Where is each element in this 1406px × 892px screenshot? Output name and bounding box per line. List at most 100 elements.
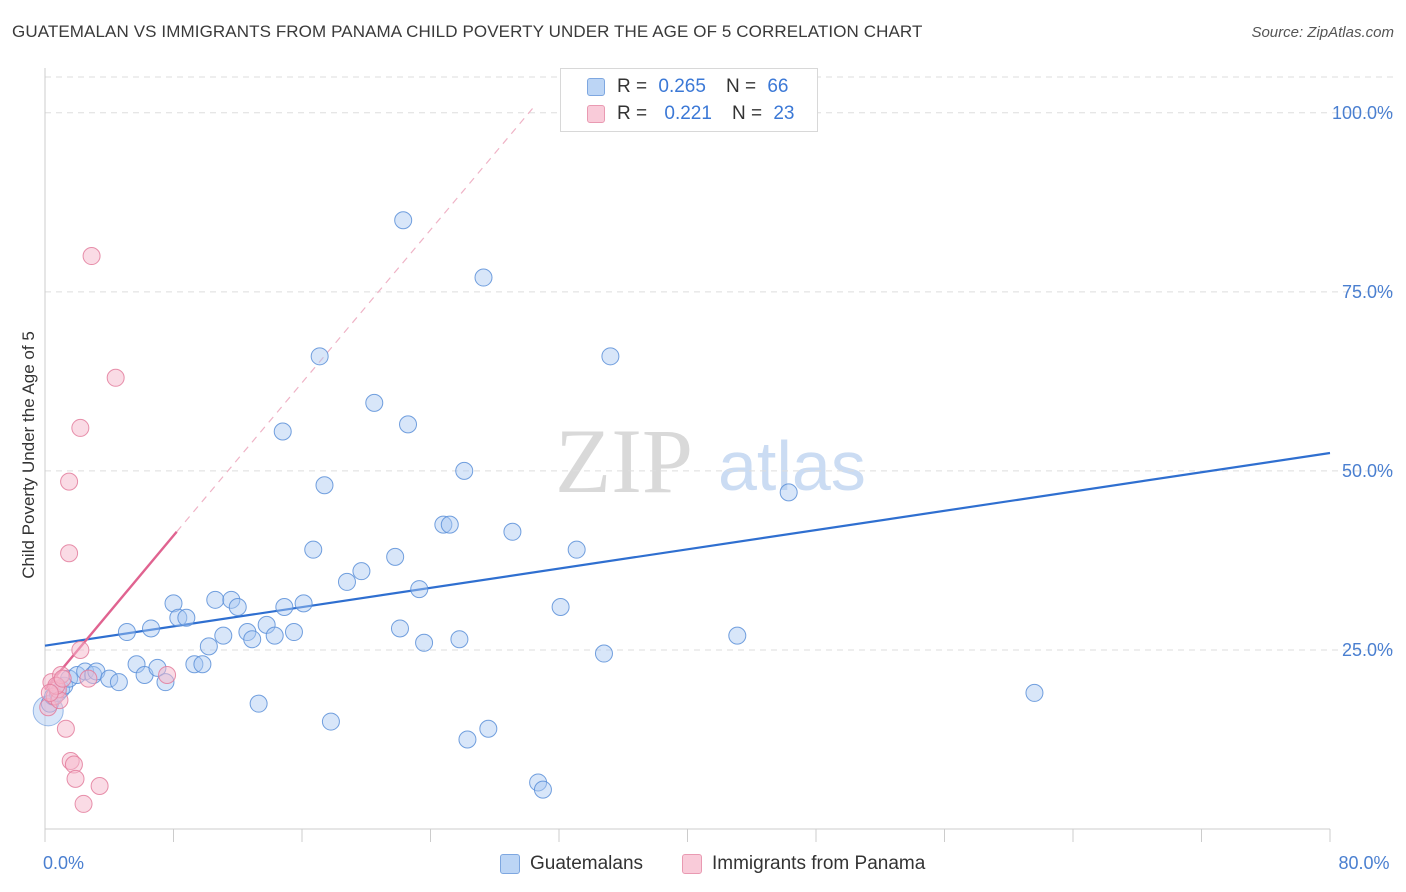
- legend-item-panama: Immigrants from Panama: [682, 853, 925, 875]
- guatemalans-point: [273, 422, 292, 441]
- guatemalans-point: [100, 669, 119, 688]
- legend-n-value: 66: [767, 76, 789, 97]
- guatemalans-point: [228, 597, 247, 616]
- panama-point: [60, 544, 79, 563]
- panama-label: Immigrants from Panama: [712, 853, 926, 874]
- watermark-zip: ZIP: [555, 410, 693, 512]
- guatemalans-point: [337, 572, 356, 591]
- guatemalans-point: [365, 393, 384, 412]
- gridlines: [45, 76, 1394, 651]
- guatemalans-point: [601, 347, 620, 366]
- guatemalans-point: [399, 415, 418, 434]
- guatemalans-point: [479, 719, 498, 738]
- legend-row-panama: R = 0.221 N = 23: [587, 102, 794, 126]
- guatemalans-point: [779, 483, 798, 502]
- chart-source: Source: ZipAtlas.com: [1251, 24, 1394, 41]
- panama-trend-extension: [176, 105, 536, 533]
- panama-point: [71, 418, 90, 437]
- guatemalans-point: [728, 626, 747, 645]
- guatemalans-point: [310, 347, 329, 366]
- guatemalans-point: [503, 522, 522, 541]
- panama-swatch: [682, 854, 702, 874]
- panama-point: [79, 669, 98, 688]
- guatemalans-point: [474, 268, 493, 287]
- guatemalans-point: [415, 633, 434, 652]
- x-tick-label: 0.0%: [43, 853, 84, 873]
- guatemalans-point: [1025, 683, 1044, 702]
- guatemalans-point: [455, 461, 474, 480]
- guatemalans-point: [117, 623, 136, 642]
- data-points: [32, 211, 1044, 813]
- guatemalans-point: [164, 594, 183, 613]
- guatemalans-point: [265, 626, 284, 645]
- panama-point: [71, 640, 90, 659]
- watermark-atlas: atlas: [718, 427, 866, 505]
- panama-point: [106, 368, 125, 387]
- panama-trend-line: [44, 531, 178, 691]
- panama-point: [56, 719, 75, 738]
- guatemalans-point: [142, 619, 161, 638]
- chart-title: GUATEMALAN VS IMMIGRANTS FROM PANAMA CHI…: [12, 22, 923, 41]
- guatemalans-point: [214, 626, 233, 645]
- guatemalans-point: [458, 730, 477, 749]
- guatemalans-point: [249, 694, 268, 713]
- panama-point: [40, 683, 59, 702]
- guatemalans-point: [410, 580, 429, 599]
- guatemalans-point: [567, 540, 586, 559]
- guatemalans-point: [390, 619, 409, 638]
- legend-row-guatemalans: R = 0.265 N = 66: [587, 75, 788, 99]
- x-tick-label: 80.0%: [1338, 853, 1389, 873]
- panama-point: [90, 777, 109, 796]
- guatemalans-point: [294, 594, 313, 613]
- guatemalans-point: [594, 644, 613, 663]
- guatemalans-point: [243, 630, 262, 649]
- stats-legend: R = 0.265 N = 66 R = 0.221 N = 23: [560, 68, 818, 132]
- guatemalans-point: [193, 655, 212, 674]
- panama-point: [158, 666, 177, 685]
- guatemalans-point: [199, 637, 218, 656]
- legend-r-value: 0.221: [664, 103, 712, 124]
- legend-n-label: N =: [725, 76, 757, 97]
- legend-n-value: 23: [773, 103, 795, 124]
- guatemalans-point: [440, 515, 459, 534]
- panama-point: [60, 472, 79, 491]
- guatemalans-point: [177, 608, 196, 627]
- tick-labels: 25.0% 50.0% 75.0% 100.0% 0.0% 80.0%: [43, 103, 1393, 873]
- legend-r-value: 0.265: [658, 76, 706, 97]
- guatemalans-point: [533, 780, 552, 799]
- y-tick-label: 25.0%: [1342, 640, 1393, 660]
- series-legend: Guatemalans Immigrants from Panama: [0, 851, 1406, 879]
- guatemalans-point: [394, 211, 413, 230]
- legend-r-label: R =: [617, 76, 648, 97]
- guatemalans-point: [551, 597, 570, 616]
- guatemalans-label: Guatemalans: [530, 853, 644, 874]
- guatemalans-point: [275, 597, 294, 616]
- y-tick-label: 50.0%: [1342, 461, 1393, 481]
- legend-n-label: N =: [731, 103, 763, 124]
- guatemalans-point: [284, 623, 303, 642]
- panama-point: [74, 794, 93, 813]
- y-tick-label: 75.0%: [1342, 282, 1393, 302]
- guatemalans-swatch: [500, 854, 520, 874]
- guatemalans-point: [109, 673, 128, 692]
- guatemalans-point: [386, 547, 405, 566]
- guatemalans-point: [321, 712, 340, 731]
- guatemalans-point: [304, 540, 323, 559]
- guatemalans-point: [434, 515, 453, 534]
- guatemalans-point: [315, 476, 334, 495]
- trend-lines: [44, 105, 1331, 691]
- legend-swatch-blue: [587, 78, 605, 96]
- legend-item-guatemalans: Guatemalans: [500, 853, 643, 875]
- y-tick-label: 100.0%: [1332, 103, 1393, 123]
- legend-swatch-pink: [587, 105, 605, 123]
- guatemalans-point: [450, 630, 469, 649]
- panama-point: [82, 247, 101, 266]
- panama-point: [66, 769, 85, 788]
- legend-r-label: R =: [617, 103, 648, 124]
- guatemalans-point: [352, 562, 371, 581]
- guatemalans-trend-line: [44, 451, 1331, 647]
- y-axis-label: Child Poverty Under the Age of 5: [19, 331, 38, 579]
- guatemalans-point: [206, 590, 225, 609]
- guatemalans-point: [222, 590, 241, 609]
